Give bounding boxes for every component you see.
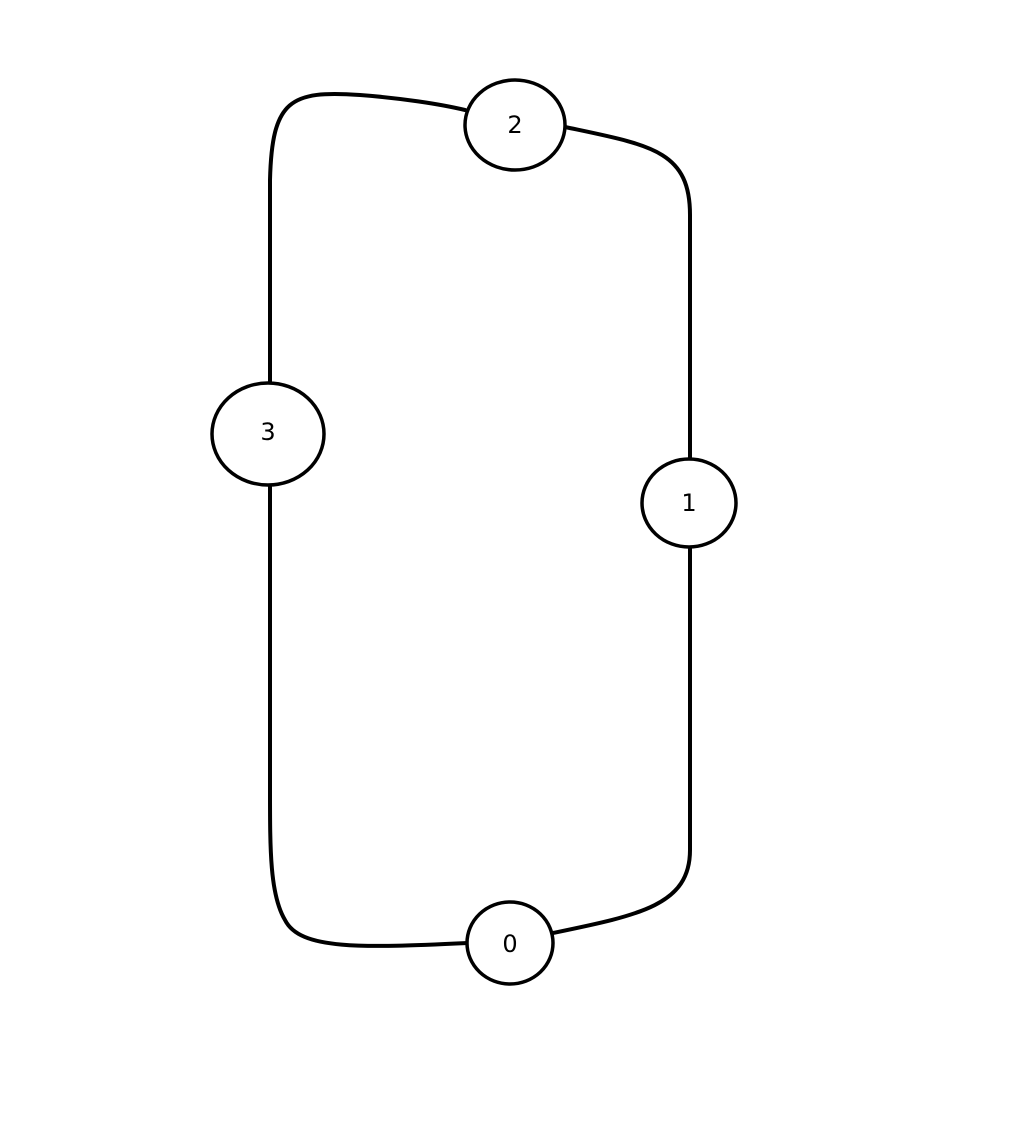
node-1-label: 1	[681, 489, 696, 517]
node-0-label: 0	[502, 930, 517, 958]
edge-3-2	[268, 91, 467, 386]
node-1-circle	[640, 457, 738, 549]
node-2: 2	[463, 78, 567, 172]
node-3-circle	[210, 381, 326, 487]
node-2-circle	[463, 78, 567, 172]
node-2-label: 2	[507, 111, 522, 139]
node-3: 3	[210, 381, 326, 487]
edge-0-3	[268, 483, 470, 948]
edge-2-1	[563, 125, 692, 462]
edge-1-0	[551, 544, 692, 935]
node-3-label: 3	[260, 418, 275, 446]
node-1: 1	[640, 457, 738, 549]
node-0-circle	[465, 900, 555, 986]
node-0: 0	[465, 900, 555, 986]
